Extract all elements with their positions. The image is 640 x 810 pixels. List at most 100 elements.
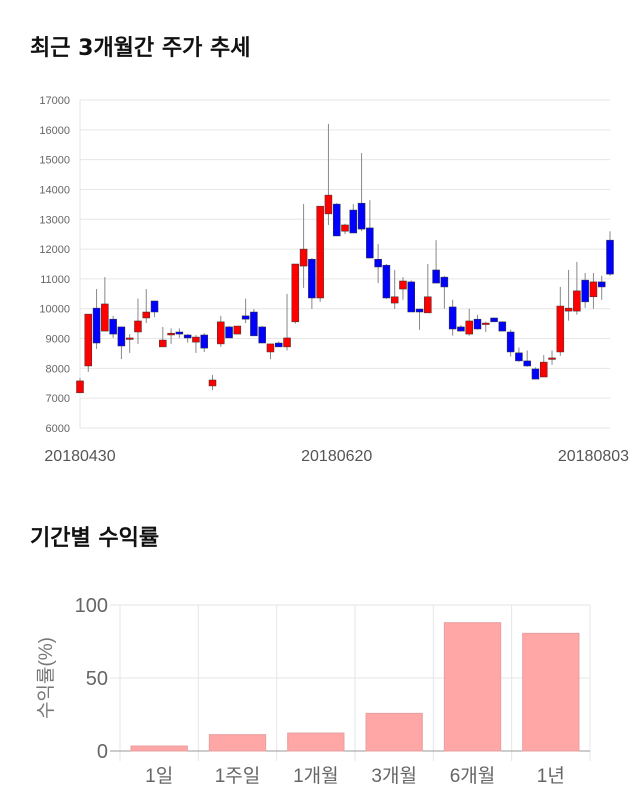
candle-body bbox=[506, 331, 515, 353]
candle-body bbox=[299, 248, 308, 267]
y-tick-label: 6000 bbox=[46, 423, 70, 435]
candle-body bbox=[291, 263, 300, 323]
candle-body bbox=[84, 313, 93, 367]
candle-body bbox=[332, 203, 341, 237]
candle-body bbox=[92, 307, 101, 344]
candle-body bbox=[159, 339, 167, 348]
y-tick-label: 14000 bbox=[39, 184, 70, 196]
candle-body bbox=[523, 360, 531, 367]
candle-body bbox=[142, 311, 150, 319]
candle-body bbox=[250, 311, 258, 337]
candle-body bbox=[76, 380, 84, 394]
candle-body bbox=[448, 306, 457, 330]
candle-body bbox=[498, 321, 507, 332]
candle-body bbox=[597, 281, 606, 288]
candle-body bbox=[606, 239, 614, 275]
candle-body bbox=[233, 325, 242, 335]
return-chart-title: 기간별 수익률 bbox=[30, 526, 160, 551]
x-tick-label: 1개월 bbox=[293, 765, 339, 787]
candle-body bbox=[573, 290, 581, 312]
x-tick-label: 1주일 bbox=[215, 765, 261, 787]
y-tick-label: 17000 bbox=[39, 95, 70, 107]
candle-body bbox=[357, 202, 366, 230]
candle-body bbox=[382, 264, 391, 299]
y-tick-label: 9000 bbox=[46, 334, 70, 346]
candle-body bbox=[432, 269, 440, 284]
candle-body bbox=[349, 209, 358, 234]
x-tick-label: 20180620 bbox=[301, 448, 372, 465]
y-tick-label: 11000 bbox=[40, 274, 70, 286]
candle-body bbox=[564, 307, 573, 312]
y-tick-label: 50 bbox=[86, 668, 108, 690]
y-tick-label: 10000 bbox=[39, 304, 70, 316]
x-tick-label: 20180803 bbox=[558, 448, 629, 465]
candlestick-chart: 6000 7000 8000 9000 10000 11000 12000 13000 1400… bbox=[39, 95, 629, 465]
candle-body bbox=[208, 379, 217, 387]
candle-body bbox=[316, 205, 324, 299]
candle-body bbox=[399, 280, 407, 290]
candle-body bbox=[515, 352, 523, 362]
y-tick-label: 15000 bbox=[39, 155, 70, 167]
candle-body bbox=[101, 303, 109, 332]
candle-body bbox=[275, 342, 283, 348]
candle-body bbox=[192, 336, 200, 343]
candle-body bbox=[266, 343, 275, 353]
candle-body bbox=[283, 337, 291, 348]
candle-body bbox=[134, 320, 142, 333]
x-tick-label: 6개월 bbox=[450, 765, 496, 787]
candle-body bbox=[548, 357, 556, 360]
candle-body bbox=[200, 334, 208, 349]
return-bar bbox=[365, 712, 423, 752]
y-tick-label: 8000 bbox=[46, 363, 70, 375]
candle-body bbox=[308, 258, 316, 299]
y-tick-label: 12000 bbox=[39, 244, 70, 256]
x-tick-label: 1년 bbox=[537, 765, 565, 787]
candle-body bbox=[482, 322, 490, 325]
candle-body bbox=[589, 281, 598, 298]
candle-body bbox=[183, 334, 192, 339]
y-tick-label: 13000 bbox=[39, 214, 70, 226]
return-bar bbox=[287, 732, 345, 752]
candle-body bbox=[109, 318, 117, 335]
candle-body bbox=[457, 326, 465, 332]
return-bar bbox=[443, 622, 502, 752]
candle-body bbox=[407, 281, 415, 313]
candle-body bbox=[225, 326, 233, 339]
candle-body bbox=[556, 305, 565, 353]
candle-body bbox=[167, 332, 175, 336]
candle-body bbox=[415, 308, 424, 313]
candle-body bbox=[581, 279, 589, 303]
candle-body bbox=[217, 321, 225, 345]
candle-body bbox=[374, 258, 382, 268]
candle-body bbox=[150, 300, 159, 313]
candle-body bbox=[390, 296, 399, 304]
y-tick-label: 7000 bbox=[46, 393, 70, 405]
candle-body bbox=[117, 326, 126, 347]
y-tick-label: 100 bbox=[75, 595, 108, 617]
price-chart-title: 최근 3개월간 주가 추세 bbox=[30, 36, 251, 61]
candle-body bbox=[241, 315, 250, 320]
candle-body bbox=[175, 331, 184, 335]
y-tick-label: 0 bbox=[97, 741, 108, 763]
candle-body bbox=[125, 337, 134, 340]
candle-body bbox=[440, 276, 449, 288]
y-tick-label: 16000 bbox=[39, 125, 70, 137]
x-tick-label: 20180430 bbox=[44, 448, 115, 465]
candle-body bbox=[341, 224, 349, 232]
candle-body bbox=[258, 326, 266, 344]
candle-body bbox=[324, 194, 333, 215]
candle-body bbox=[424, 296, 432, 314]
y-axis-label: 수익률(%) bbox=[35, 637, 57, 719]
candle-body bbox=[531, 368, 540, 380]
candle-body bbox=[366, 227, 374, 259]
candle-body bbox=[540, 361, 548, 378]
return-bar bbox=[130, 745, 188, 752]
candle-body bbox=[490, 317, 498, 323]
return-bar bbox=[522, 632, 580, 752]
return-bar bbox=[208, 734, 267, 752]
x-tick-label: 3개월 bbox=[371, 765, 417, 787]
x-tick-label: 1일 bbox=[145, 765, 173, 787]
candle-body bbox=[465, 320, 473, 335]
candle-body bbox=[473, 318, 482, 330]
